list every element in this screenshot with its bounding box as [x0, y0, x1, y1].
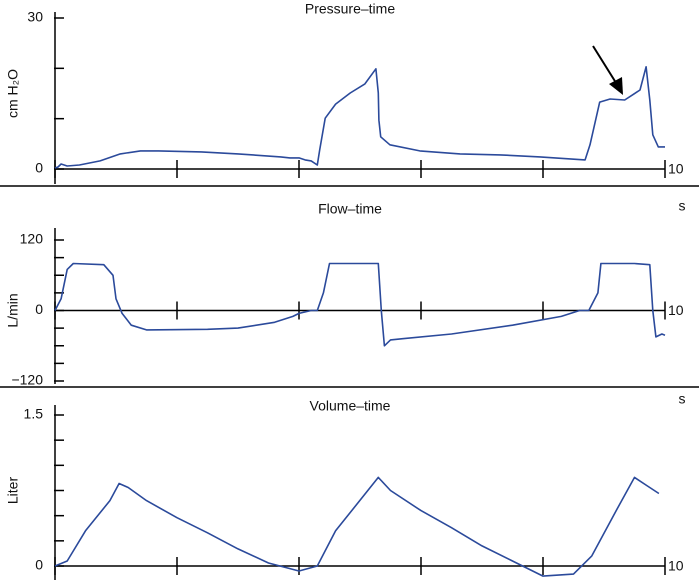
x-axis-label: s [679, 391, 686, 407]
y-tick-label: 0 [35, 160, 43, 176]
y-tick-label: 1.5 [24, 406, 44, 422]
y-tick-label: 0 [35, 301, 43, 317]
chart-title: Volume–time [310, 398, 391, 414]
x-tick-label: 10 [668, 302, 684, 318]
x-tick-label: 10 [668, 558, 684, 574]
x-axis-label: s [679, 198, 686, 214]
y-tick-label: 0 [35, 557, 43, 573]
y-axis-label: L/min [5, 293, 21, 327]
y-tick-label: −120 [11, 372, 43, 388]
y-tick-label: 120 [20, 231, 44, 247]
series-line [54, 262, 666, 347]
annotation-arrow [592, 45, 623, 95]
chart-title: Flow–time [318, 201, 382, 217]
y-tick-label: 30 [27, 9, 43, 25]
chart-title: Pressure–time [305, 1, 395, 17]
y-axis-label: cm H₂O [5, 69, 21, 118]
series-line [54, 66, 665, 169]
series-line [54, 476, 660, 577]
y-axis-label: Liter [5, 477, 21, 505]
x-tick-label: 10 [668, 161, 684, 177]
